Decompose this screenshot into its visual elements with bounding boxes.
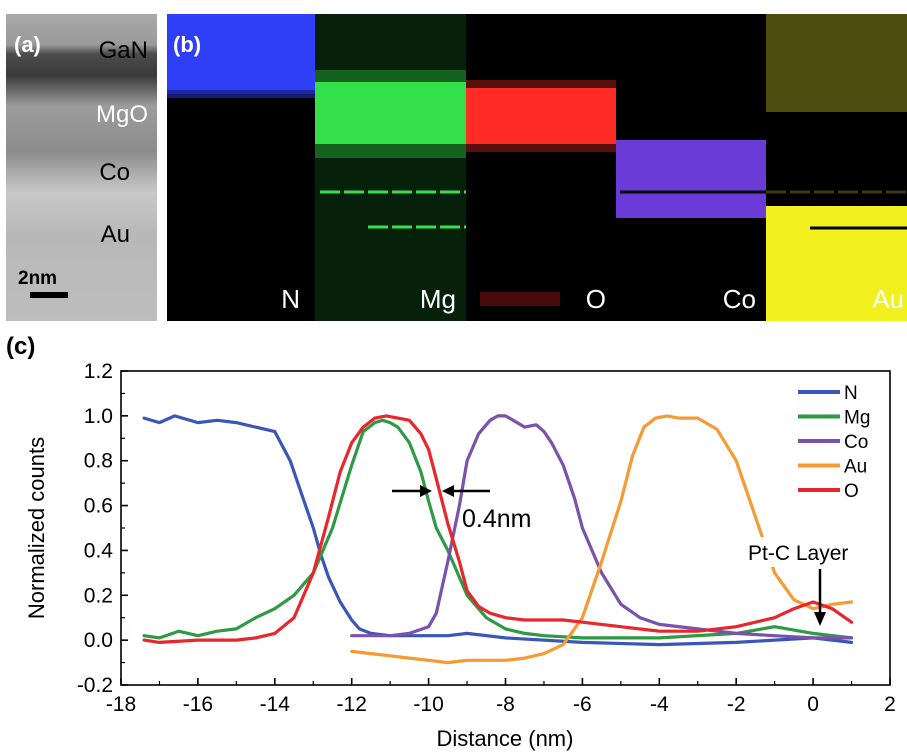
series-line-n xyxy=(142,414,854,647)
layer-arrowhead xyxy=(814,612,826,626)
map-label-n: N xyxy=(281,284,300,314)
plot-clip-group xyxy=(142,414,854,665)
panel-c-label: (c) xyxy=(6,333,35,360)
x-axis: -18 -16 -14 -12 -10 -8 -6 -4 -2 0 2 xyxy=(106,678,896,716)
y-tick-label: 0.2 xyxy=(84,584,113,607)
width-annotation: 0.4nm xyxy=(392,485,531,533)
layer-label: Pt-C Layer xyxy=(748,542,848,565)
y-axis-title: Normalized counts xyxy=(24,437,49,619)
legend-label-au: Au xyxy=(844,457,867,478)
y-axis: -0.2 0.0 0.2 0.4 0.6 0.8 1.0 1.2 xyxy=(77,360,128,697)
scale-bar-label: 2nm xyxy=(18,268,57,289)
y-tick-label: 0.6 xyxy=(84,495,113,518)
o-map-glow xyxy=(466,80,616,152)
panel-b-label: (b) xyxy=(173,32,201,57)
x-tick-label: -8 xyxy=(496,693,515,716)
map-label-au: Au xyxy=(872,284,904,314)
mg-map-glow xyxy=(315,70,466,158)
x-tick-label: -10 xyxy=(413,693,443,716)
y-tick-label: -0.2 xyxy=(77,674,113,697)
x-tick-label: -2 xyxy=(727,693,746,716)
x-axis-title: Distance (nm) xyxy=(437,726,574,751)
o-map-band xyxy=(466,88,616,144)
legend-label-co: Co xyxy=(844,432,868,453)
o-map-bottom-glow xyxy=(480,292,560,306)
layer-label-gan: GaN xyxy=(99,37,148,64)
legend-label-o: O xyxy=(844,481,859,502)
scale-bar xyxy=(30,292,68,298)
x-tick-label: -18 xyxy=(106,693,136,716)
panel-a-label: (a) xyxy=(14,32,41,57)
co-map-band xyxy=(616,140,766,218)
n-map-band xyxy=(167,14,315,94)
sem-image xyxy=(6,14,157,321)
x-tick-label: -16 xyxy=(183,693,213,716)
x-tick-label: -6 xyxy=(573,693,592,716)
legend-label-mg: Mg xyxy=(844,408,870,429)
layer-label-au: Au xyxy=(101,221,130,248)
au-map-band xyxy=(766,206,907,321)
au-map-top xyxy=(766,14,907,112)
x-tick-label: -4 xyxy=(650,693,669,716)
width-arrowhead-left xyxy=(420,485,432,497)
panel-b: (b) N Mg O Co Au xyxy=(167,14,907,321)
panel-a: (a) GaN MgO Co Au 2nm xyxy=(6,14,157,321)
layer-label-co: Co xyxy=(99,159,130,186)
x-tick-label: 2 xyxy=(884,693,896,716)
width-label: 0.4nm xyxy=(462,505,531,533)
map-label-mg: Mg xyxy=(420,284,456,314)
legend-label-n: N xyxy=(844,383,858,404)
series-line-o xyxy=(142,414,854,644)
y-tick-label: 0.4 xyxy=(84,539,114,562)
y-tick-label: 1.2 xyxy=(84,360,113,383)
x-tick-label: 0 xyxy=(807,693,819,716)
width-arrowhead-right xyxy=(442,485,454,497)
panel-c: (c) -18 -16 -14 -12 -10 -8 -6 -4 -2 0 2 -0.2 0.0 0.2… xyxy=(6,333,896,751)
map-label-o: O xyxy=(586,284,606,314)
map-label-co: Co xyxy=(723,284,756,314)
series-line-au xyxy=(350,414,854,665)
y-tick-label: 0.8 xyxy=(84,450,113,473)
mg-map-band xyxy=(315,82,466,144)
series-line-co xyxy=(350,414,854,640)
series-line-mg xyxy=(142,418,854,640)
x-tick-label: -12 xyxy=(337,693,367,716)
legend: N Mg Co Au O xyxy=(798,383,870,502)
layer-label-mgo: MgO xyxy=(96,101,148,128)
y-tick-label: 0.0 xyxy=(84,629,113,652)
y-tick-label: 1.0 xyxy=(84,405,113,428)
mg-map-noise xyxy=(315,14,466,321)
layer-annotation: Pt-C Layer xyxy=(744,537,878,626)
x-tick-label: -14 xyxy=(260,693,291,716)
layer-label-bg xyxy=(744,537,878,567)
n-map-edge xyxy=(167,90,315,98)
